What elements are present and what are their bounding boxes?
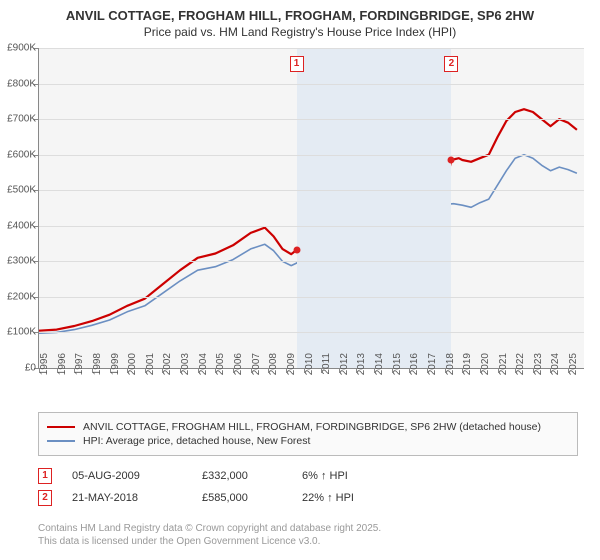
price-dot <box>448 157 455 164</box>
gridline-h <box>39 297 584 298</box>
x-axis-label: 2014 <box>374 353 385 393</box>
x-axis-label: 2024 <box>550 353 561 393</box>
x-axis-label: 2025 <box>568 353 579 393</box>
y-axis-label: £600K <box>0 149 36 160</box>
detail-price: £332,000 <box>202 470 282 482</box>
x-axis-label: 2001 <box>145 353 156 393</box>
legend-label: HPI: Average price, detached house, New … <box>83 435 310 447</box>
x-axis-label: 2013 <box>356 353 367 393</box>
x-axis-label: 2007 <box>251 353 262 393</box>
gridline-h <box>39 332 584 333</box>
y-axis-label: £500K <box>0 185 36 196</box>
detail-hpi: 6% ↑ HPI <box>302 470 412 482</box>
x-axis-label: 2020 <box>480 353 491 393</box>
detail-price: £585,000 <box>202 492 282 504</box>
price-marker-1: 1 <box>290 56 304 72</box>
gridline-h <box>39 119 584 120</box>
y-axis-label: £300K <box>0 256 36 267</box>
x-axis-label: 1995 <box>39 353 50 393</box>
price-details: 1 05-AUG-2009 £332,000 6% ↑ HPI 2 21-MAY-2018… <box>38 462 578 512</box>
gridline-h <box>39 84 584 85</box>
y-axis-label: £700K <box>0 114 36 125</box>
x-axis-label: 1999 <box>110 353 121 393</box>
x-axis-label: 2006 <box>233 353 244 393</box>
legend-item: HPI: Average price, detached house, New … <box>47 435 569 447</box>
detail-date: 05-AUG-2009 <box>72 470 182 482</box>
x-axis-label: 2009 <box>286 353 297 393</box>
x-axis-label: 1998 <box>92 353 103 393</box>
detail-row-2: 2 21-MAY-2018 £585,000 22% ↑ HPI <box>38 490 578 506</box>
legend-item: ANVIL COTTAGE, FROGHAM HILL, FROGHAM, FO… <box>47 421 569 433</box>
y-axis-label: £400K <box>0 220 36 231</box>
x-axis-label: 2002 <box>162 353 173 393</box>
chart-container: ANVIL COTTAGE, FROGHAM HILL, FROGHAM, FO… <box>0 0 600 560</box>
x-axis-label: 2008 <box>268 353 279 393</box>
footer-line-1: Contains HM Land Registry data © Crown c… <box>38 522 381 535</box>
x-axis-label: 2022 <box>515 353 526 393</box>
legend-label: ANVIL COTTAGE, FROGHAM HILL, FROGHAM, FO… <box>83 421 541 433</box>
gridline-h <box>39 155 584 156</box>
x-axis-label: 2004 <box>198 353 209 393</box>
x-axis-label: 2010 <box>304 353 315 393</box>
detail-hpi: 22% ↑ HPI <box>302 492 412 504</box>
price-marker-2: 2 <box>444 56 458 72</box>
detail-date: 21-MAY-2018 <box>72 492 182 504</box>
footer-attribution: Contains HM Land Registry data © Crown c… <box>38 522 381 548</box>
x-axis-label: 1997 <box>74 353 85 393</box>
y-axis-label: £900K <box>0 43 36 54</box>
x-axis-label: 2003 <box>180 353 191 393</box>
legend-swatch <box>47 426 75 428</box>
legend-box: ANVIL COTTAGE, FROGHAM HILL, FROGHAM, FO… <box>38 412 578 456</box>
y-axis-label: £200K <box>0 291 36 302</box>
x-axis-label: 2016 <box>409 353 420 393</box>
x-axis-label: 2017 <box>427 353 438 393</box>
y-axis-label: £0 <box>0 363 36 374</box>
price-dot <box>293 246 300 253</box>
gridline-h <box>39 226 584 227</box>
y-axis-label: £100K <box>0 327 36 338</box>
x-axis-label: 2023 <box>533 353 544 393</box>
x-axis-label: 2021 <box>498 353 509 393</box>
x-axis-label: 1996 <box>57 353 68 393</box>
x-axis-label: 2019 <box>462 353 473 393</box>
detail-row-1: 1 05-AUG-2009 £332,000 6% ↑ HPI <box>38 468 578 484</box>
x-axis-label: 2005 <box>215 353 226 393</box>
x-axis-label: 2018 <box>445 353 456 393</box>
gridline-h <box>39 48 584 49</box>
chart-subtitle: Price paid vs. HM Land Registry's House … <box>0 25 600 43</box>
detail-marker: 2 <box>38 490 52 506</box>
plot-area: 1995199619971998199920002001200220032004… <box>38 48 584 369</box>
x-axis-label: 2012 <box>339 353 350 393</box>
x-axis-label: 2015 <box>392 353 403 393</box>
gridline-h <box>39 190 584 191</box>
shade-band <box>297 48 452 368</box>
gridline-h <box>39 261 584 262</box>
legend-swatch <box>47 440 75 442</box>
detail-marker: 1 <box>38 468 52 484</box>
chart-title: ANVIL COTTAGE, FROGHAM HILL, FROGHAM, FO… <box>0 0 600 25</box>
footer-line-2: This data is licensed under the Open Gov… <box>38 535 381 548</box>
x-axis-label: 2000 <box>127 353 138 393</box>
x-axis-label: 2011 <box>321 353 332 393</box>
y-axis-label: £800K <box>0 78 36 89</box>
